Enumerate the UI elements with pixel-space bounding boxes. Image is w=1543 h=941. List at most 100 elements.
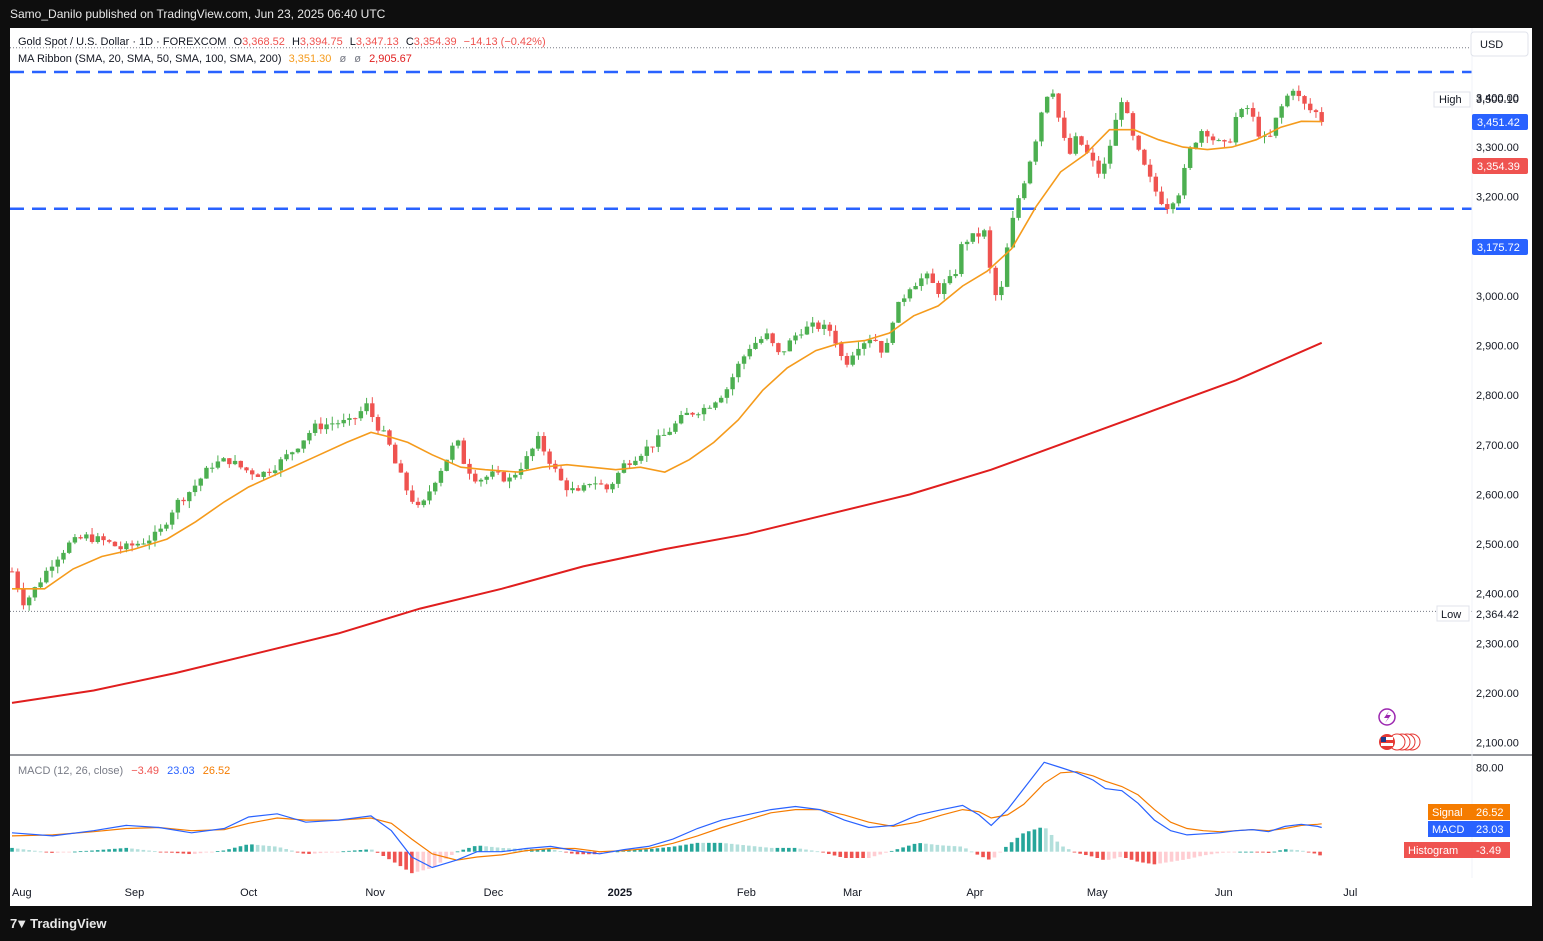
candle-body xyxy=(232,460,238,465)
ma-ribbon-legend: MA Ribbon (SMA, 20, SMA, 50, SMA, 100, S… xyxy=(18,53,412,65)
price-tick-label: 3,300.00 xyxy=(1476,142,1519,154)
histogram-bar xyxy=(1272,851,1277,853)
svg-text:-3.49: -3.49 xyxy=(1476,845,1501,857)
histogram-bar xyxy=(792,847,797,852)
histogram-bar xyxy=(929,844,934,852)
macd-title: MACD (12, 26, close) xyxy=(18,765,123,777)
candle-body xyxy=(1079,136,1084,145)
histogram-bar xyxy=(392,851,397,863)
candle-body xyxy=(856,348,861,356)
candle-body xyxy=(198,478,203,486)
histogram-bar xyxy=(324,851,328,853)
price-tick-label: 3,200.00 xyxy=(1476,192,1519,204)
candle-body xyxy=(215,461,221,468)
candle-body xyxy=(89,534,95,543)
candle-body xyxy=(570,488,575,491)
time-tick-label: May xyxy=(1087,887,1108,899)
candle-body xyxy=(730,377,735,390)
candle xyxy=(415,497,421,508)
candle-body xyxy=(713,402,718,408)
candle xyxy=(147,535,152,550)
candle xyxy=(107,539,112,544)
price-tick-label: 2,500.00 xyxy=(1476,539,1519,551)
candle-body xyxy=(1062,117,1067,138)
histogram-bar xyxy=(255,844,260,852)
candle xyxy=(570,481,575,494)
histogram-bar xyxy=(472,846,477,852)
candle xyxy=(879,340,884,358)
histogram-bar xyxy=(175,851,180,854)
candle xyxy=(1073,132,1078,156)
histogram-bar xyxy=(752,846,757,852)
histogram-bar xyxy=(946,845,951,852)
candle-body xyxy=(964,241,970,245)
candle-body xyxy=(1147,164,1153,177)
ma-separator-2: ø xyxy=(354,53,361,65)
candle-body xyxy=(673,423,678,432)
candle xyxy=(392,442,398,464)
currency-button[interactable]: USD xyxy=(1470,31,1529,57)
histogram-bar xyxy=(330,851,334,853)
candle-body xyxy=(147,540,152,544)
candle xyxy=(404,471,409,496)
histogram-bar xyxy=(718,842,723,852)
candle xyxy=(284,449,289,462)
candle-body xyxy=(169,512,175,525)
candle xyxy=(638,453,644,464)
histogram-bar xyxy=(547,849,551,852)
candle xyxy=(89,528,95,544)
svg-text:3,354.39: 3,354.39 xyxy=(1477,161,1520,173)
histogram-bar xyxy=(232,847,237,852)
candle xyxy=(1290,88,1296,101)
candle-body xyxy=(26,597,32,606)
candle-body xyxy=(581,485,587,491)
macd-value-legend: 23.03 xyxy=(167,765,195,777)
candle-body xyxy=(747,348,752,357)
candle xyxy=(375,414,381,434)
price-tick-label: 2,300.00 xyxy=(1476,638,1519,650)
candle-body xyxy=(1136,135,1141,150)
candle xyxy=(827,321,833,337)
candle-body xyxy=(95,536,100,543)
histogram-bar xyxy=(455,851,460,853)
histogram-bar xyxy=(415,851,420,872)
candle xyxy=(278,456,283,477)
histogram-bar xyxy=(552,850,557,852)
candle-body xyxy=(495,471,501,473)
candle-body xyxy=(656,435,661,447)
candle-body xyxy=(392,444,398,464)
histogram-bar xyxy=(1278,850,1282,852)
chart-canvas[interactable]: 2,100.00 2,200.00 2,300.00 2,400.00 2,500.00… xyxy=(10,28,1532,906)
candle-body xyxy=(530,448,535,457)
histogram-bar xyxy=(204,851,209,853)
candle-body xyxy=(993,267,998,296)
histogram-bar xyxy=(1175,851,1180,861)
high-value-label: 3,500.10 xyxy=(1476,94,1519,106)
candle xyxy=(764,328,770,341)
lightning-event-icon[interactable] xyxy=(1378,708,1396,726)
upper-line-label: 3,451.42 xyxy=(1472,114,1528,130)
histogram-bar xyxy=(764,847,768,852)
tradingview-logo[interactable]: 7▼ TradingView xyxy=(10,916,106,931)
candle xyxy=(209,462,215,473)
candle xyxy=(261,471,266,480)
candle-body xyxy=(821,324,827,329)
candle xyxy=(667,427,672,436)
histogram-bar xyxy=(1072,851,1077,853)
candle-body xyxy=(696,414,701,416)
candle-body xyxy=(61,552,66,560)
histogram-bar xyxy=(569,851,574,854)
chart-frame[interactable]: 2,100.00 2,200.00 2,300.00 2,400.00 2,500.00… xyxy=(10,28,1532,906)
candle xyxy=(1107,139,1113,169)
candle-body xyxy=(604,484,609,490)
candle-body xyxy=(833,330,838,344)
candle xyxy=(1250,102,1256,122)
histogram-bar xyxy=(364,849,368,852)
candle-body xyxy=(861,343,867,349)
candle xyxy=(1313,108,1319,118)
currency-label: USD xyxy=(1480,39,1503,51)
histogram-bar xyxy=(724,843,728,852)
economic-events-flag-icon[interactable] xyxy=(1379,733,1421,751)
histogram-bar xyxy=(410,851,414,874)
candle xyxy=(970,233,976,245)
